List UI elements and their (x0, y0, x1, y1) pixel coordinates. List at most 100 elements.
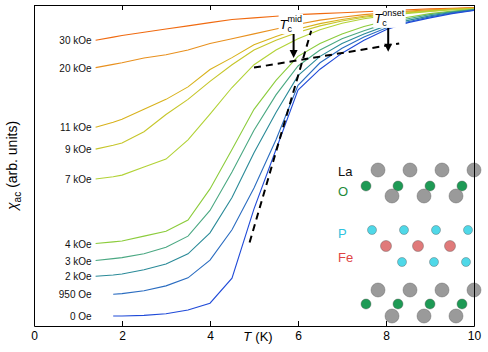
x-axis-line (35, 326, 475, 327)
series-line (96, 9, 474, 150)
atom-o (393, 299, 403, 309)
atom-la (417, 309, 431, 323)
atom-fe (381, 241, 392, 252)
series-label: 950 Oe (59, 289, 92, 300)
x-tick-mark (298, 5, 299, 10)
series-label: 4 kOe (65, 239, 92, 250)
annotation-subscript: c (288, 24, 293, 34)
inset-label: Fe (338, 250, 353, 265)
atom-o (425, 299, 435, 309)
series-line (96, 9, 474, 260)
annotation-superscript: onset (382, 8, 405, 18)
series-line (96, 10, 474, 276)
inset-label: P (338, 226, 347, 241)
annotation-arrowhead (384, 44, 392, 52)
x-tick: 6 (295, 321, 302, 343)
series-label: 7 kOe (65, 174, 92, 185)
annotation-arrowhead (290, 50, 298, 58)
inset-label: O (338, 184, 348, 199)
atom-la (385, 309, 399, 323)
series-label: 20 kOe (59, 63, 92, 74)
series-label: 0 Oe (70, 311, 92, 322)
x-tick-label: 2 (119, 329, 126, 343)
y-axis-subscript: ac (12, 192, 23, 203)
x-tick-label: 0 (31, 329, 38, 343)
atom-p (464, 226, 473, 235)
x-tick-mark (386, 321, 387, 326)
annotation-arrow (387, 28, 389, 46)
atom-la (385, 189, 399, 203)
y-axis-right (474, 6, 475, 327)
y-axis (34, 6, 35, 327)
series-line (113, 10, 474, 294)
x-tick-top (122, 5, 123, 10)
series-label: 2 kOe (65, 271, 92, 282)
atom-la (403, 283, 417, 297)
x-tick-mark (122, 5, 123, 10)
atom-la (449, 309, 463, 323)
atom-o (361, 299, 371, 309)
frame-top (35, 5, 475, 6)
atom-o (457, 299, 467, 309)
series-line (113, 10, 474, 316)
atom-fe (445, 241, 456, 252)
annotation-superscript: mid (288, 14, 303, 24)
atom-la (403, 163, 417, 177)
annotation: Tconset (373, 8, 405, 52)
series-label: 11 kOe (60, 122, 92, 133)
x-tick-mark (210, 5, 211, 10)
guide-line (254, 44, 399, 68)
x-tick-mark (210, 321, 211, 326)
annotation-background (279, 14, 303, 34)
x-tick-label: 8 (383, 329, 390, 343)
atom-o (361, 181, 371, 191)
atom-p (430, 258, 439, 267)
atom-p (462, 258, 471, 267)
annotation-text: Tcmid (280, 14, 302, 34)
atom-p (368, 226, 377, 235)
atom-p (400, 226, 409, 235)
x-tick: 8 (383, 321, 390, 343)
annotation-subscript: c (382, 18, 387, 28)
series-label: 30 kOe (59, 35, 92, 46)
chart: La O P Fe 0 2 4 6 8 10 T(K) χac (arb. units) 30 kOe 20… (0, 0, 488, 352)
atom-fe (413, 241, 424, 252)
annotation: Tcmid (279, 14, 303, 58)
atom-la (449, 189, 463, 203)
x-tick-label: 6 (295, 329, 302, 343)
atom-la (371, 163, 385, 177)
atom-la (435, 283, 449, 297)
y-axis-line (34, 6, 35, 327)
atom-la (417, 189, 431, 203)
frame-right (474, 6, 475, 327)
x-axis-top (35, 5, 475, 10)
series-line (96, 8, 474, 127)
series-label: 3 kOe (65, 256, 92, 267)
x-axis-symbol: T (243, 329, 252, 344)
x-tick-mark (298, 321, 299, 326)
x-axis-unit: (K) (255, 329, 272, 344)
annotation-background (373, 8, 405, 28)
atom-la (371, 283, 385, 297)
y-axis-title: χac (arb. units) (4, 121, 23, 212)
atom-p (398, 258, 407, 267)
y-axis-symbol: χ (4, 202, 20, 212)
x-tick-top (298, 5, 299, 10)
annotation-arrow (293, 34, 295, 52)
x-tick-top (210, 5, 211, 10)
atom-la (435, 163, 449, 177)
x-tick-mark (122, 321, 123, 326)
inset: La O P Fe (338, 163, 481, 323)
series-label: 9 kOe (65, 144, 92, 155)
x-tick-label: 4 (207, 329, 214, 343)
x-tick: 4 (207, 321, 214, 343)
annotation-text: Tconset (374, 8, 404, 28)
plot-area (96, 8, 474, 316)
x-tick-label: 10 (468, 329, 482, 343)
inset-label: La (338, 164, 353, 179)
x-tick: 2 (119, 321, 126, 343)
x-axis-title: T(K) (243, 329, 272, 344)
series-line (96, 9, 474, 179)
y-axis-unit: (arb. units) (4, 121, 20, 188)
atom-p (432, 226, 441, 235)
